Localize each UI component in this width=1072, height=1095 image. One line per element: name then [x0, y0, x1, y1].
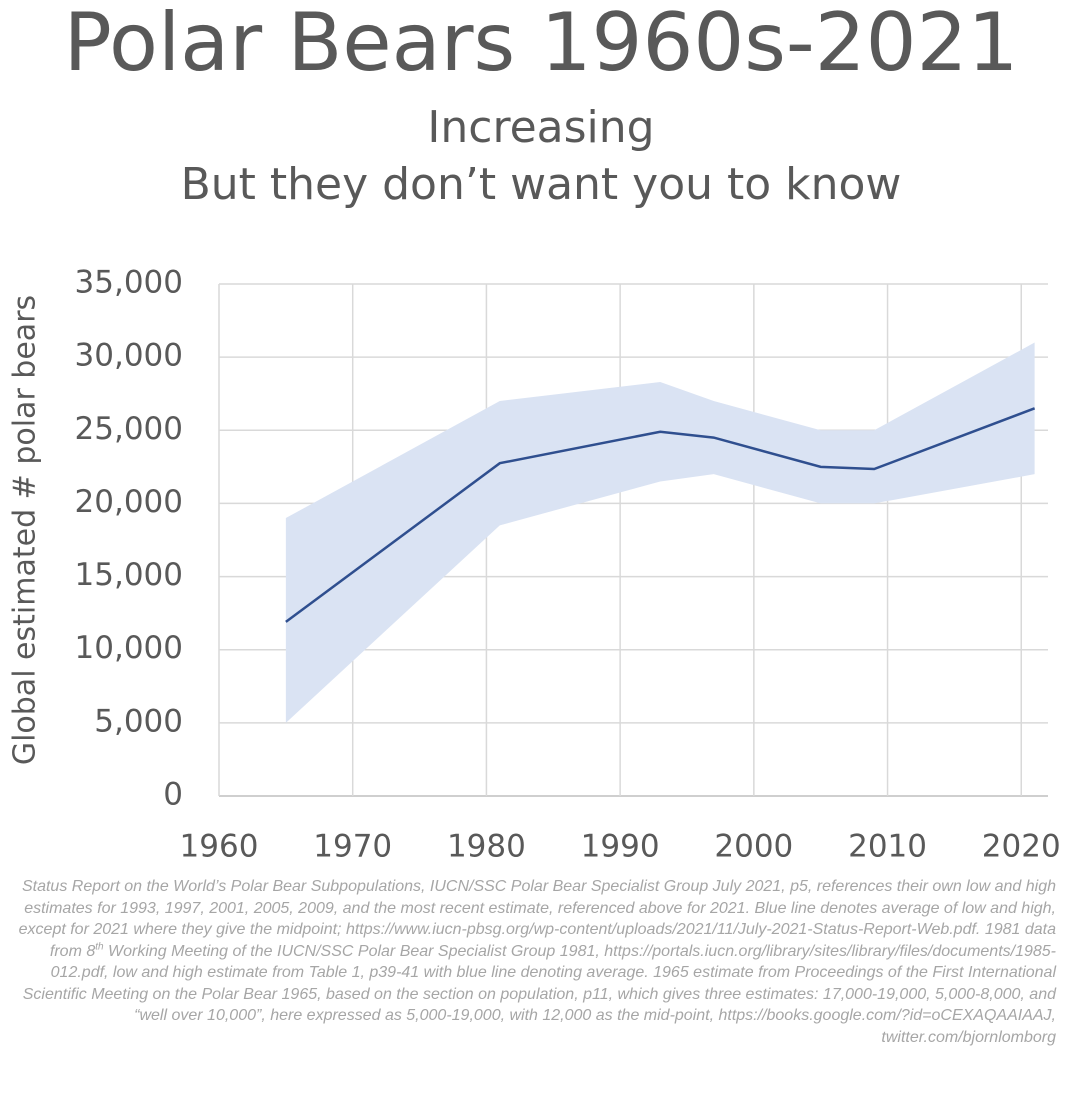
x-tick-label: 1970: [313, 829, 392, 865]
y-tick-label: 5,000: [94, 703, 183, 739]
x-tick-label: 1990: [581, 829, 660, 865]
chart-subtitle: Increasing: [427, 102, 654, 153]
y-tick-label: 20,000: [75, 484, 183, 520]
x-tick-label: 1980: [447, 829, 526, 865]
y-tick-label: 35,000: [75, 265, 183, 301]
y-tick-label: 25,000: [75, 411, 183, 447]
x-tick-label: 2020: [982, 829, 1061, 865]
footnote-text: Working Meeting of the IUCN/SSC Polar Be…: [22, 942, 1056, 1046]
chart: Polar Bears 1960s-2021 Increasing But th…: [8, 0, 1061, 865]
x-tick-label: 2000: [714, 829, 793, 865]
chart-title: Polar Bears 1960s-2021: [64, 0, 1019, 89]
y-axis-label: Global estimated # polar bears: [8, 295, 43, 765]
range-band: [285, 342, 1035, 723]
chart-subtitle: But they don’t want you to know: [181, 159, 902, 210]
y-tick-label: 15,000: [75, 557, 183, 593]
x-tick-label: 1960: [180, 829, 259, 865]
line: [285, 407, 1036, 623]
footnote-superscript: th: [95, 941, 104, 953]
y-tick-label: 0: [163, 777, 183, 813]
footnote-text: Status Report on the World’s Polar Bear …: [18, 878, 1056, 960]
y-tick-label: 30,000: [75, 338, 183, 374]
footnote: Status Report on the World’s Polar Bear …: [2, 876, 1056, 1048]
y-tick-label: 10,000: [75, 630, 183, 666]
x-tick-label: 2010: [848, 829, 927, 865]
